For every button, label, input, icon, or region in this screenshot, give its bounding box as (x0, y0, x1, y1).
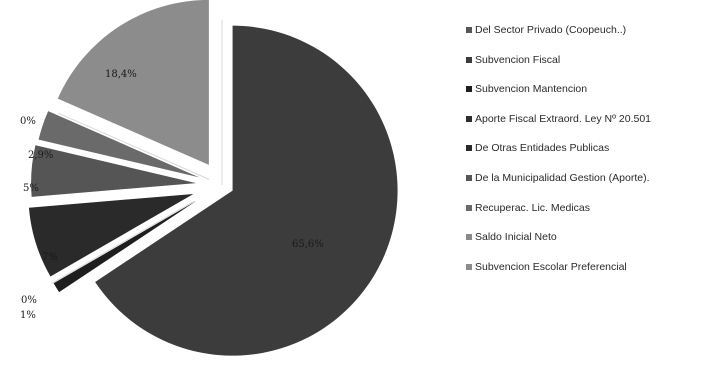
legend-label: Subvencion Mantencion (475, 83, 588, 96)
legend-item: Subvencion Mantencion (466, 81, 711, 97)
legend-swatch (466, 115, 472, 122)
legend-swatch (466, 56, 472, 63)
slice-data-label-7: 2,9% (28, 150, 53, 161)
pie-slice-6 (31, 145, 197, 197)
slice-data-label-3: 1% (20, 310, 36, 321)
pie-slice-3 (53, 200, 197, 293)
pie-slice-9 (57, 0, 209, 165)
chart-legend: Del Sector Privado (Coopeuch..) Subvencio… (466, 22, 711, 288)
legend-label: Subvencion Fiscal (475, 53, 561, 66)
legend-item: Subvencion Fiscal (466, 52, 711, 68)
legend-label: De Otras Entidades Publicas (475, 142, 610, 155)
legend-item: Recuperac. Lic. Medicas (466, 200, 711, 216)
legend-swatch (466, 263, 472, 270)
pie-slice-5 (28, 193, 194, 277)
legend-swatch (466, 204, 472, 211)
pie-slice-2 (95, 25, 398, 356)
pie-slice-8 (57, 112, 210, 180)
slice-data-label-4: 0% (21, 295, 37, 306)
legend-label: Aporte Fiscal Extraord. Ley Nº 20.501 (475, 112, 652, 125)
legend-label: Recuperac. Lic. Medicas (475, 201, 590, 214)
legend-swatch (466, 174, 472, 181)
slice-data-label-9: 18,4% (105, 69, 137, 80)
legend-item: De Otras Entidades Publicas (466, 140, 711, 156)
slice-data-label-6: 5% (23, 183, 39, 194)
legend-label: Saldo Inicial Neto (475, 231, 557, 244)
legend-item: Del Sector Privado (Coopeuch..) (466, 22, 711, 38)
legend-swatch (466, 86, 472, 93)
legend-label: De la Municipalidad Gestion (Aporte). (475, 171, 650, 184)
legend-swatch (466, 145, 472, 152)
legend-label: Del Sector Privado (Coopeuch..) (475, 24, 627, 36)
slice-data-label-8: 0% (20, 116, 36, 127)
slice-data-label-5: 7% (42, 252, 58, 263)
legend-item: Subvencion Escolar Preferencial (466, 259, 711, 275)
legend-swatch (466, 234, 472, 241)
legend-swatch (466, 27, 472, 33)
slice-data-label-2: 65,6% (292, 239, 324, 250)
legend-item: De la Municipalidad Gestion (Aporte). (466, 170, 711, 186)
legend-label: Subvencion Escolar Preferencial (475, 260, 627, 273)
pie-slice-4 (51, 200, 195, 284)
legend-item: Saldo Inicial Neto (466, 229, 711, 245)
legend-item: Aporte Fiscal Extraord. Ley Nº 20.501 (466, 111, 711, 127)
pie-slice-7 (38, 111, 200, 178)
